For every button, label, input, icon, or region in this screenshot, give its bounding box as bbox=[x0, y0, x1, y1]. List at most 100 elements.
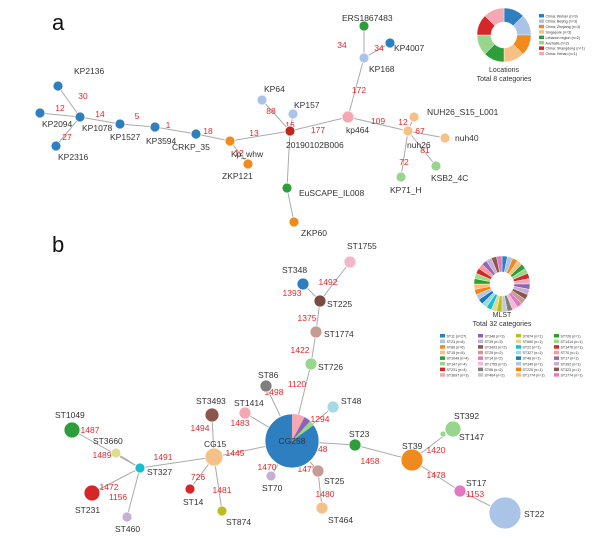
b-node-st14[interactable]: ST14 bbox=[183, 483, 204, 507]
b-node-st464[interactable]: ST464 bbox=[315, 501, 353, 525]
a-node-kp3594[interactable]: KP3594 bbox=[146, 121, 177, 146]
a-node-kp157[interactable]: KP157 bbox=[287, 100, 320, 120]
b-node-st39[interactable]: ST39 bbox=[400, 441, 424, 472]
a-node-kp71-h[interactable]: KP71_H bbox=[390, 171, 422, 195]
a-node-circle[interactable] bbox=[149, 121, 161, 133]
b-node-circle[interactable] bbox=[184, 483, 196, 495]
a-node-circle[interactable] bbox=[288, 216, 300, 228]
b-node-circle[interactable] bbox=[453, 484, 467, 498]
a-node-kp-whw[interactable]: Kp_whw bbox=[224, 135, 264, 159]
a-node-circle[interactable] bbox=[256, 94, 268, 106]
b-node-st48[interactable]: ST48 bbox=[326, 396, 362, 414]
b-node-st3493[interactable]: ST3493 bbox=[196, 396, 226, 423]
b-node-st86[interactable]: ST86 bbox=[258, 370, 279, 393]
a-node-circle[interactable] bbox=[395, 171, 407, 183]
b-node-st460[interactable]: ST460 bbox=[115, 511, 140, 534]
a-node-circle[interactable] bbox=[284, 125, 296, 137]
b-node-circle[interactable] bbox=[63, 421, 81, 439]
a-node-circle[interactable] bbox=[114, 118, 126, 130]
a-node-kp1078[interactable]: KP1078 bbox=[74, 111, 113, 133]
b-node-st147[interactable]: ST147 bbox=[439, 430, 484, 442]
a-node-zkp121[interactable]: ZKP121 bbox=[222, 158, 254, 181]
b-node-circle[interactable] bbox=[110, 447, 122, 459]
a-node-circle[interactable] bbox=[224, 135, 236, 147]
a-node-circle[interactable] bbox=[384, 37, 396, 49]
b-node-circle[interactable] bbox=[488, 496, 522, 530]
b-node-circle[interactable] bbox=[400, 448, 424, 472]
b-node-st17[interactable]: ST17 bbox=[453, 478, 487, 498]
b-node-st1774[interactable]: ST1774 bbox=[309, 325, 354, 339]
a-node-nuh40[interactable]: nuh40 bbox=[439, 132, 479, 144]
b-node-st1049[interactable]: ST1049 bbox=[55, 410, 85, 439]
b-node-circle[interactable] bbox=[343, 255, 357, 269]
a-node-ers1867483[interactable]: ERS1867483 bbox=[342, 13, 393, 32]
b-node-st225[interactable]: ST225 bbox=[313, 294, 352, 309]
a-node-circle[interactable] bbox=[341, 110, 355, 124]
a-node-zkp60[interactable]: ZKP60 bbox=[288, 216, 327, 238]
b-node-circle[interactable] bbox=[311, 464, 325, 478]
a-node-nuh26-s15-l001[interactable]: NUH26_S15_L001 bbox=[408, 107, 499, 123]
a-node-circle[interactable] bbox=[358, 20, 370, 32]
b-node-circle[interactable] bbox=[444, 420, 462, 438]
a-node-kp2094[interactable]: KP2094 bbox=[34, 107, 73, 129]
b-node-st726[interactable]: ST726 bbox=[304, 357, 343, 372]
a-node-circle[interactable] bbox=[287, 108, 299, 120]
b-node-circle[interactable] bbox=[238, 406, 252, 420]
a-node-circle[interactable] bbox=[74, 111, 86, 123]
a-node-circle[interactable] bbox=[358, 52, 370, 64]
a-edge-20190102b006-kp64 bbox=[261, 99, 291, 132]
b-node-st231[interactable]: ST231 bbox=[75, 484, 101, 515]
a-node-crkp-35[interactable]: CRKP_35 bbox=[172, 128, 210, 152]
b-node-circle[interactable] bbox=[296, 277, 310, 291]
b-node-st327[interactable]: ST327 bbox=[134, 462, 172, 477]
a-node-circle[interactable] bbox=[52, 80, 64, 92]
b-node-st3660[interactable]: ST3660 bbox=[93, 436, 123, 459]
b-node-circle[interactable] bbox=[348, 438, 362, 452]
a-node-circle[interactable] bbox=[402, 125, 414, 137]
a-node-euscape-il008[interactable]: EuSCAPE_IL008 bbox=[281, 182, 364, 198]
b-node-circle[interactable] bbox=[259, 379, 273, 393]
b-node-st23[interactable]: ST23 bbox=[348, 429, 370, 452]
b-node-st22[interactable]: ST22 bbox=[488, 496, 545, 530]
b-node-circle[interactable] bbox=[83, 484, 101, 502]
b-node-st1755[interactable]: ST1755 bbox=[343, 241, 377, 269]
b-node-circle[interactable] bbox=[313, 294, 327, 308]
b-node-circle[interactable] bbox=[121, 511, 133, 523]
b-node-cg15[interactable]: CG15 bbox=[204, 439, 226, 467]
b-node-circle[interactable] bbox=[204, 407, 220, 423]
a-node-20190102b006[interactable]: 20190102B006 bbox=[284, 125, 344, 150]
b-node-st70[interactable]: ST70 bbox=[262, 470, 283, 493]
a-node-circle[interactable] bbox=[34, 107, 46, 119]
b-node-st392[interactable]: ST392 bbox=[444, 411, 479, 438]
a-node-circle[interactable] bbox=[439, 132, 451, 144]
donut-slice bbox=[496, 255, 503, 273]
a-node-circle[interactable] bbox=[242, 158, 254, 170]
a-node-kp4007[interactable]: KP4007 bbox=[384, 37, 425, 53]
b-node-circle[interactable] bbox=[216, 505, 228, 517]
b-node-circle[interactable] bbox=[134, 462, 146, 474]
a-node-circle[interactable] bbox=[50, 140, 62, 152]
b-node-circle[interactable] bbox=[439, 430, 447, 438]
a-node-ksb2-4c[interactable]: KSB2_4C bbox=[430, 160, 468, 183]
a-node-kp168[interactable]: KP168 bbox=[358, 52, 395, 74]
b-node-st1414[interactable]: ST1414 bbox=[234, 398, 264, 420]
b-node-circle[interactable] bbox=[265, 470, 277, 482]
b-node-circle[interactable] bbox=[315, 501, 329, 515]
a-node-kp2316[interactable]: KP2316 bbox=[50, 140, 89, 162]
a-node-circle[interactable] bbox=[281, 182, 293, 194]
b-node-st874[interactable]: ST874 bbox=[216, 505, 251, 527]
b-node-circle[interactable] bbox=[204, 447, 224, 467]
a-node-circle[interactable] bbox=[408, 111, 420, 123]
a-node-circle[interactable] bbox=[190, 128, 202, 140]
a-node-nuh26[interactable]: nuh26 bbox=[402, 125, 431, 150]
a-node-kp1527[interactable]: KP1527 bbox=[110, 118, 141, 142]
a-node-circle[interactable] bbox=[430, 160, 442, 172]
b-node-circle[interactable] bbox=[309, 325, 323, 339]
a-node-kp2136[interactable]: KP2136 bbox=[52, 66, 105, 92]
a-node-kp464[interactable]: kp464 bbox=[341, 110, 369, 135]
b-node-circle[interactable] bbox=[326, 400, 340, 414]
b-node-st25[interactable]: ST25 bbox=[311, 464, 345, 486]
a-node-kp64[interactable]: KP64 bbox=[256, 84, 285, 106]
b-node-st348[interactable]: ST348 bbox=[282, 265, 310, 291]
b-node-circle[interactable] bbox=[304, 357, 318, 371]
